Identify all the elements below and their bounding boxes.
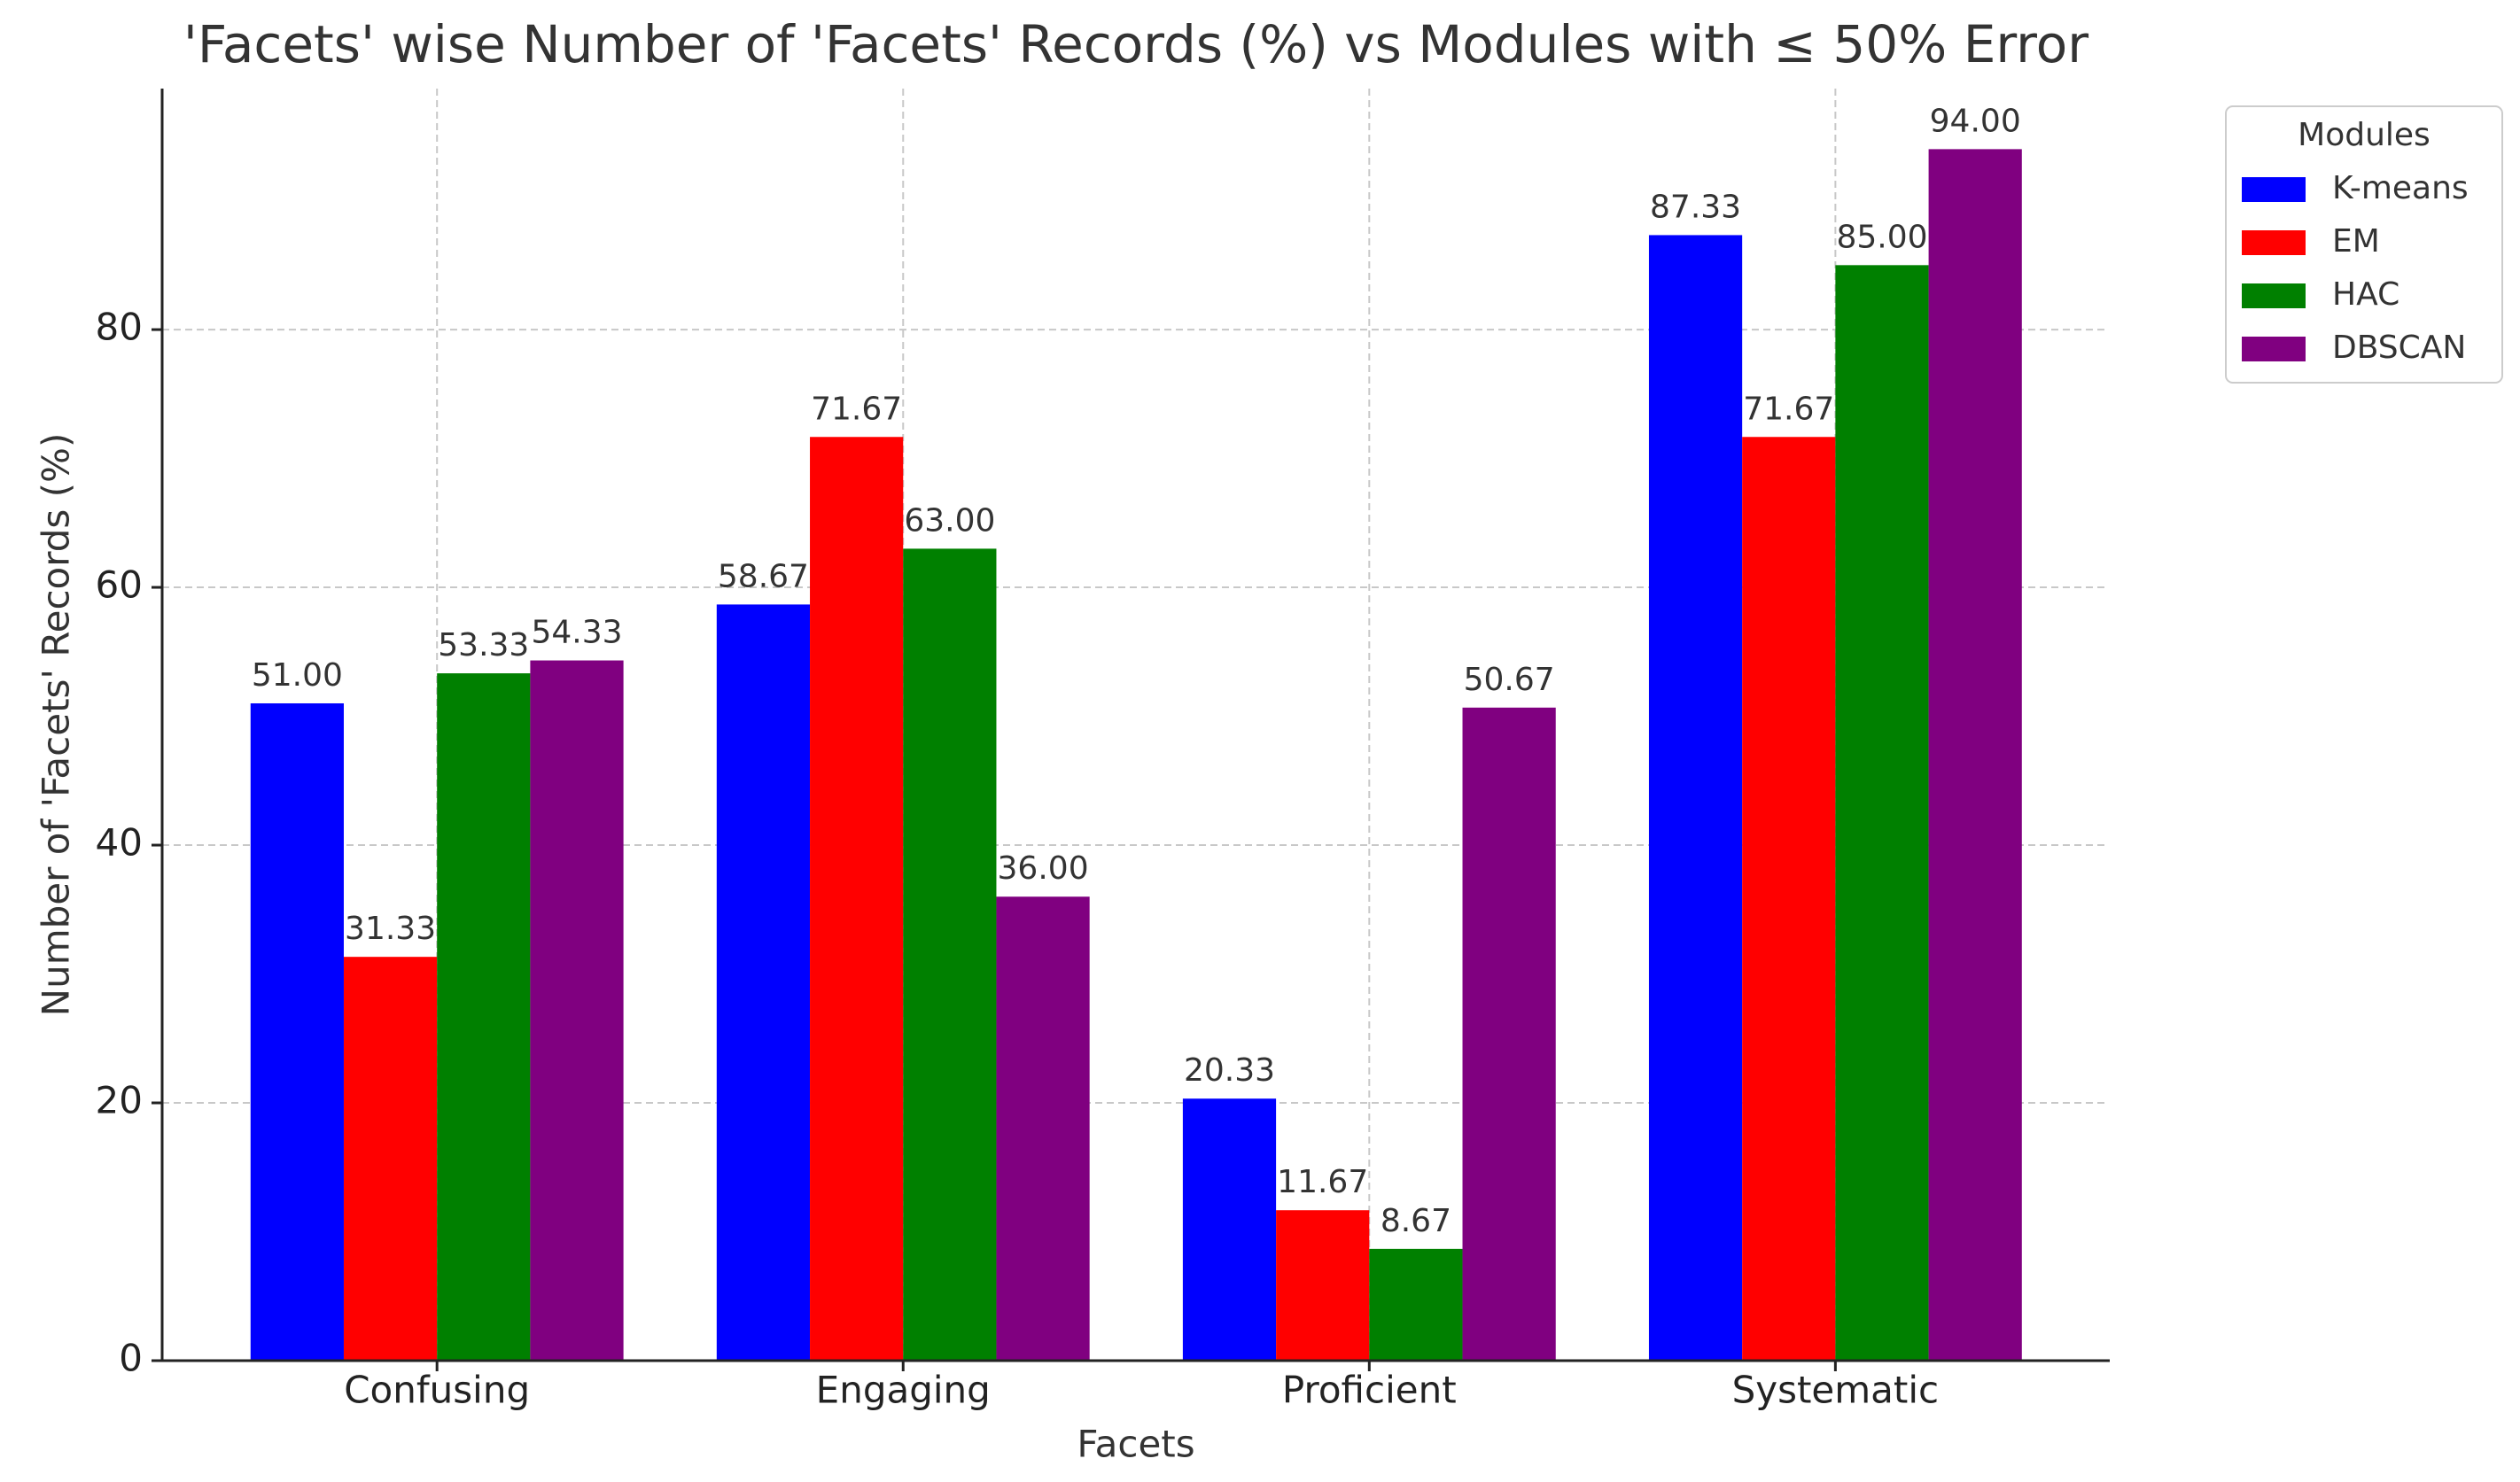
value-label: 87.33 [1650,189,1741,225]
y-tick-label: 60 [96,563,143,607]
value-label: 20.33 [1184,1052,1275,1089]
legend-swatch [2242,177,2306,202]
bar [1462,707,1556,1361]
value-label: 53.33 [438,627,529,663]
x-tick-label: Systematic [1732,1369,1940,1412]
bar [1182,1098,1277,1361]
y-axis-label: Number of 'Facets' Records (%) [35,433,78,1017]
chart-title: 'Facets' wise Number of 'Facets' Records… [183,14,2088,74]
value-label: 94.00 [1930,103,2021,139]
bar [1835,265,1929,1361]
value-label: 58.67 [718,558,809,594]
bar [437,673,531,1361]
value-label: 71.67 [1743,391,1834,427]
legend-title: Modules [2298,117,2431,153]
bar [716,604,811,1361]
x-axis-label: Facets [1077,1423,1194,1466]
value-label: 50.67 [1464,662,1555,698]
value-label: 31.33 [345,911,436,947]
legend-label: EM [2332,223,2380,260]
bar [1648,235,1743,1361]
bar [1369,1248,1463,1361]
value-label: 36.00 [998,850,1089,887]
bar [250,702,344,1361]
bar [1742,437,1836,1362]
value-label: 51.00 [252,657,343,694]
value-label: 8.67 [1381,1203,1451,1239]
y-tick-label: 40 [96,821,143,865]
legend-box [2225,105,2503,384]
bar [530,660,624,1361]
legend-label: DBSCAN [2332,330,2466,366]
x-tick-label: Confusing [344,1369,530,1412]
legend-label: K-means [2332,170,2469,206]
y-tick-label: 0 [119,1337,143,1380]
value-label: 63.00 [904,502,995,539]
y-tick-label: 80 [96,306,143,349]
value-label: 71.67 [811,391,902,427]
bar [996,896,1090,1361]
x-tick-label: Proficient [1282,1369,1457,1412]
value-label: 54.33 [531,615,622,651]
bars: 51.00 58.67 20.33 87.33 31.33 71.67 11.67 71.67… [250,103,2022,1362]
value-label: 85.00 [1836,219,1927,255]
legend-swatch [2242,230,2306,255]
legend-label: HAC [2332,276,2399,313]
bar [1928,149,2022,1361]
y-tick-label: 20 [96,1079,143,1122]
legend-swatch [2242,283,2306,308]
value-label: 11.67 [1277,1164,1368,1200]
bar [343,957,438,1361]
legend-swatch [2242,337,2306,361]
bar [810,437,904,1362]
x-tick-label: Engaging [816,1369,991,1412]
bar [903,548,997,1361]
legend: Modules K-means EM HAC DBSCAN [2225,105,2503,384]
bar [1276,1210,1370,1361]
